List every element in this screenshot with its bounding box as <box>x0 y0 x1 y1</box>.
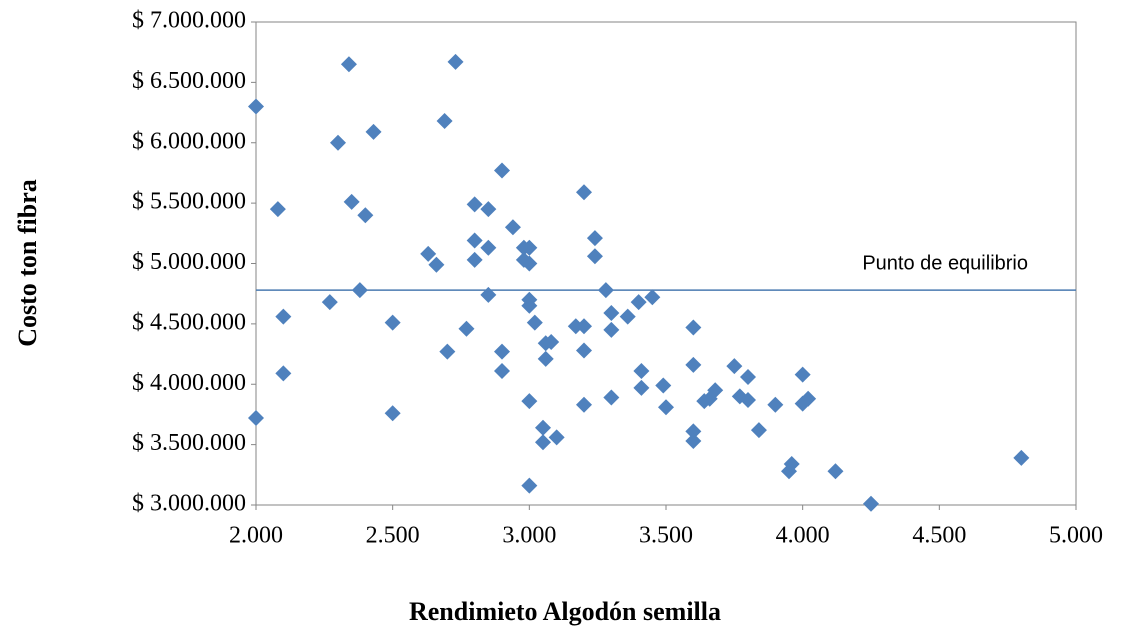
point <box>447 53 464 70</box>
y-tick-label: $ 3.500.000 <box>132 430 246 456</box>
point <box>340 56 357 73</box>
point <box>466 196 483 213</box>
y-tick-label: $ 6.500.000 <box>132 68 246 94</box>
y-tick-label: $ 5.500.000 <box>132 189 246 215</box>
point <box>357 207 374 224</box>
point <box>658 399 674 416</box>
point <box>603 321 620 338</box>
point <box>521 393 538 410</box>
point <box>726 358 743 375</box>
point <box>1013 449 1030 466</box>
point <box>586 248 603 265</box>
reference-label: Punto de equilibrio <box>862 252 1028 274</box>
point <box>740 369 756 386</box>
x-tick-label: 4.000 <box>776 523 830 549</box>
point <box>428 256 445 273</box>
point <box>707 382 724 399</box>
point <box>439 343 456 360</box>
point <box>535 419 551 436</box>
point <box>458 320 475 337</box>
point <box>384 314 401 331</box>
y-tick-label: $ 4.500.000 <box>132 309 246 335</box>
point <box>576 184 592 201</box>
point <box>504 219 521 236</box>
point <box>655 377 672 394</box>
point <box>767 396 784 413</box>
point <box>603 305 620 322</box>
point <box>576 318 592 335</box>
point <box>351 282 368 299</box>
point <box>480 201 497 218</box>
point <box>384 405 401 422</box>
x-tick-label: 2.000 <box>229 523 283 549</box>
point <box>794 366 811 383</box>
point <box>420 245 437 262</box>
point <box>633 379 650 396</box>
point <box>800 390 817 407</box>
x-tick-label: 4.500 <box>912 523 966 549</box>
point <box>685 423 702 440</box>
point <box>781 463 797 480</box>
point <box>685 433 702 450</box>
point <box>480 239 497 256</box>
point <box>248 410 264 427</box>
point <box>644 289 661 306</box>
point <box>537 350 554 367</box>
x-axis-label: Rendimieto Algodón semilla <box>409 597 721 626</box>
point <box>685 319 702 336</box>
y-axis-label: Costo ton fibra <box>13 179 42 347</box>
x-tick-label: 5.000 <box>1049 523 1103 549</box>
point <box>521 477 538 494</box>
y-tick-label: $ 4.000.000 <box>132 370 246 396</box>
point <box>480 286 497 303</box>
x-tick-label: 3.500 <box>639 523 693 549</box>
point <box>521 255 538 272</box>
point <box>685 356 702 373</box>
y-tick-label: $ 5.000.000 <box>132 249 246 275</box>
point <box>521 297 538 314</box>
point <box>466 232 483 249</box>
point <box>863 495 879 512</box>
point <box>269 201 286 218</box>
point <box>576 396 592 413</box>
point <box>827 463 844 480</box>
point <box>633 362 650 379</box>
y-tick-label: $ 7.000.000 <box>132 8 246 34</box>
point <box>548 429 565 446</box>
point <box>330 134 346 151</box>
point <box>603 389 620 406</box>
point <box>576 342 592 359</box>
point <box>750 422 767 439</box>
point <box>365 123 382 140</box>
point <box>275 365 292 382</box>
point <box>586 230 603 247</box>
point <box>494 362 510 379</box>
point <box>526 314 543 331</box>
point <box>321 294 338 311</box>
point <box>535 434 551 451</box>
point <box>494 162 510 179</box>
point <box>436 113 453 130</box>
y-tick-label: $ 3.000.000 <box>132 491 246 517</box>
x-tick-label: 2.500 <box>366 523 420 549</box>
point <box>466 251 483 268</box>
point <box>521 239 538 256</box>
y-tick-label: $ 6.000.000 <box>132 128 246 154</box>
point <box>248 98 264 115</box>
point <box>740 391 756 408</box>
point <box>543 333 560 350</box>
point <box>630 294 647 311</box>
point <box>275 308 292 325</box>
point <box>567 318 584 335</box>
point <box>619 308 636 325</box>
point <box>494 343 510 360</box>
point <box>343 193 360 210</box>
point <box>597 282 614 299</box>
x-tick-label: 3.000 <box>502 523 556 549</box>
